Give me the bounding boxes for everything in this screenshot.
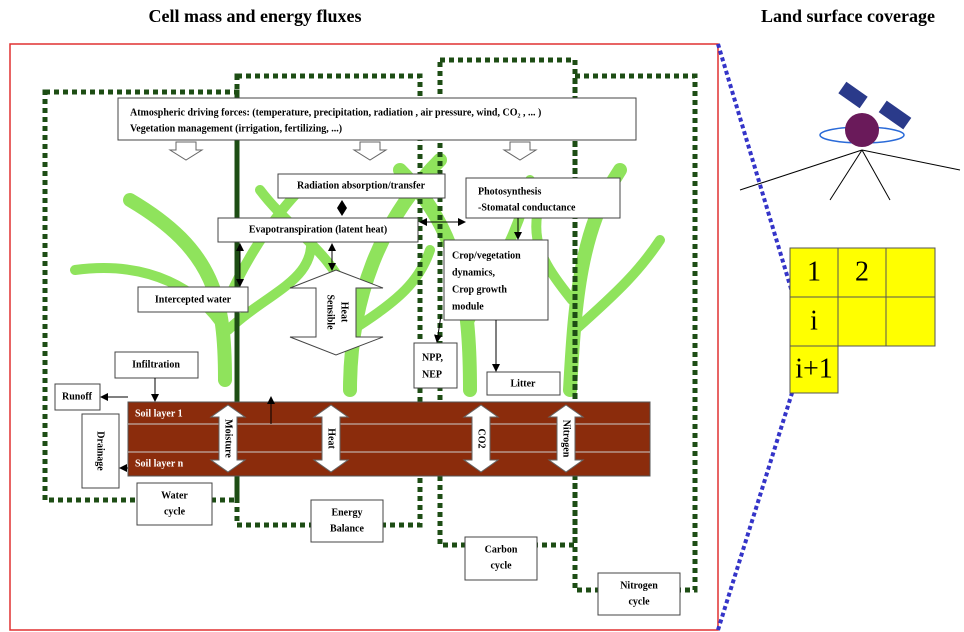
box-text: Runoff	[62, 391, 93, 402]
box-text: Radiation absorption/transfer	[297, 180, 426, 191]
box	[81, 413, 120, 489]
frame	[9, 43, 719, 631]
flux-arrow	[209, 404, 247, 473]
box	[465, 177, 621, 219]
flux-arrow	[312, 404, 350, 473]
box-text: Evapotranspiration (latent heat)	[249, 224, 387, 235]
flux-label: Heat	[326, 428, 337, 449]
grid-cell: i	[810, 305, 818, 336]
cycle-label: Carbon	[485, 544, 518, 555]
grid	[789, 247, 936, 394]
box	[137, 286, 249, 313]
box	[277, 173, 446, 199]
flux-arrow	[547, 404, 585, 473]
box-text: Crop growth	[452, 284, 507, 295]
soil-label: Soil layer 1	[135, 408, 183, 419]
flux-label: Moisture	[223, 419, 234, 458]
cycle-box	[464, 536, 538, 581]
box-text: Drainage	[95, 431, 106, 471]
down-arrow	[352, 141, 388, 161]
box-text: NPP,	[422, 352, 444, 363]
drivers-text: Atmospheric driving forces: (temperature…	[130, 107, 541, 118]
box-text: Crop/vegetation	[452, 250, 521, 261]
box-text: Intercepted water	[155, 294, 232, 305]
box-text: Photosynthesis	[478, 186, 541, 197]
grid-cell: i+1	[795, 353, 833, 384]
box-text: module	[452, 301, 484, 312]
box-text: NEP	[422, 369, 442, 380]
cycle-label: cycle	[164, 506, 186, 517]
link	[716, 392, 794, 631]
title: Cell mass and energy fluxes	[149, 6, 362, 26]
box	[443, 239, 549, 321]
grid-cell: 1	[807, 256, 821, 287]
cycle-box	[136, 482, 213, 526]
connectors	[100, 200, 522, 472]
cycle-label: cycle	[490, 560, 512, 571]
box-text: Infiltration	[132, 359, 180, 370]
down-arrow	[168, 141, 204, 161]
flux-label: Nitrogen	[561, 420, 572, 458]
box	[114, 351, 199, 379]
cycle-label: Balance	[330, 523, 364, 534]
flux-arrows: Moisture Heat CO2 Nitrogen	[209, 404, 585, 473]
cycle-box	[310, 499, 384, 543]
box-text: Heat	[339, 302, 350, 323]
box	[54, 383, 101, 411]
cycle-labels: Water cycle Energy Balance Carbon cycle Nitrog…	[161, 490, 658, 607]
nitrogen-cycle	[572, 73, 698, 593]
down-arrows	[168, 141, 538, 161]
drivers-box	[117, 97, 637, 141]
satellite	[739, 81, 961, 201]
flux-arrow	[462, 404, 500, 473]
box-text: Sensible	[325, 294, 336, 330]
cycle-label: cycle	[628, 596, 650, 607]
drivers-text: Vegetation management (irrigation, ferti…	[130, 123, 342, 134]
box	[486, 371, 561, 396]
box-text: -Stomatal conductance	[478, 202, 576, 213]
box	[217, 217, 419, 243]
link	[716, 43, 794, 293]
flux-label: CO2	[476, 429, 487, 449]
title: Land surface coverage	[761, 6, 935, 26]
soil-label: Soil layer n	[135, 458, 184, 469]
cycle-box	[597, 572, 681, 616]
box	[413, 342, 458, 389]
cycle-label: Water	[161, 490, 188, 501]
cycle-label: Nitrogen	[620, 580, 658, 591]
cycle-label: Energy	[331, 507, 362, 518]
down-arrow	[502, 141, 538, 161]
grid-cell: 2	[855, 256, 869, 287]
box-text: dynamics,	[452, 267, 496, 278]
sensible-arrow	[289, 269, 384, 356]
box-text: Litter	[511, 378, 537, 389]
